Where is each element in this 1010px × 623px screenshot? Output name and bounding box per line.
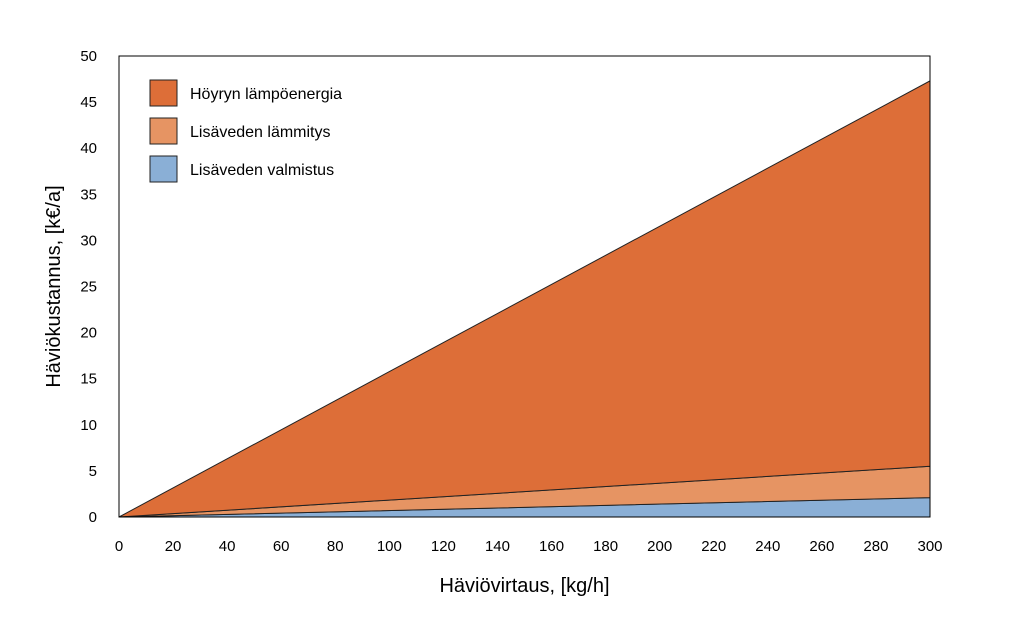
x-tick-label: 100 [377, 538, 402, 555]
y-tick-label: 20 [80, 325, 97, 342]
x-tick-label: 20 [165, 538, 182, 555]
area-series-2 [118, 80, 931, 518]
x-tick-label: 160 [539, 538, 564, 555]
y-tick-label: 35 [80, 186, 97, 203]
y-tick-label: 5 [89, 463, 97, 480]
stacked-areas [118, 80, 931, 518]
y-tick-label: 0 [89, 509, 97, 526]
x-tick-label: 180 [593, 538, 618, 555]
plot-frame [118, 55, 931, 518]
x-tick-label: 240 [755, 538, 780, 555]
legend: Höyryn lämpöenergia Lisäveden lämmitys Lis… [149, 79, 342, 183]
legend-label: Lisäveden valmistus [190, 162, 334, 179]
y-tick-label: 25 [80, 279, 97, 296]
legend-label: Höyryn lämpöenergia [190, 86, 342, 103]
y-tick-label: 40 [80, 140, 97, 157]
y-tick-label: 45 [80, 94, 97, 111]
x-tick-label: 300 [917, 538, 942, 555]
x-axis-ticks: 0 20 40 60 80 100 120 140 160 180 200 220 240 260 280 3… [115, 538, 943, 555]
y-tick-label: 30 [80, 232, 97, 249]
y-tick-label: 50 [80, 48, 97, 65]
y-tick-label: 10 [80, 417, 97, 434]
x-tick-label: 200 [647, 538, 672, 555]
x-tick-label: 0 [115, 538, 123, 555]
x-tick-label: 40 [219, 538, 236, 555]
legend-swatch [149, 79, 178, 107]
x-tick-label: 280 [863, 538, 888, 555]
legend-swatch [149, 117, 178, 145]
y-tick-label: 15 [80, 371, 97, 388]
y-axis-label: Häviökustannus, [k€/a] [43, 185, 65, 387]
x-tick-label: 140 [485, 538, 510, 555]
x-tick-label: 80 [327, 538, 344, 555]
x-tick-label: 120 [431, 538, 456, 555]
legend-swatch [149, 155, 178, 183]
legend-label: Lisäveden lämmitys [190, 124, 331, 141]
x-tick-label: 60 [273, 538, 290, 555]
x-axis-label: Häviövirtaus, [kg/h] [439, 575, 609, 597]
x-tick-label: 220 [701, 538, 726, 555]
y-axis-ticks: 0 5 10 15 20 25 30 35 40 45 50 [80, 48, 97, 526]
x-tick-label: 260 [809, 538, 834, 555]
